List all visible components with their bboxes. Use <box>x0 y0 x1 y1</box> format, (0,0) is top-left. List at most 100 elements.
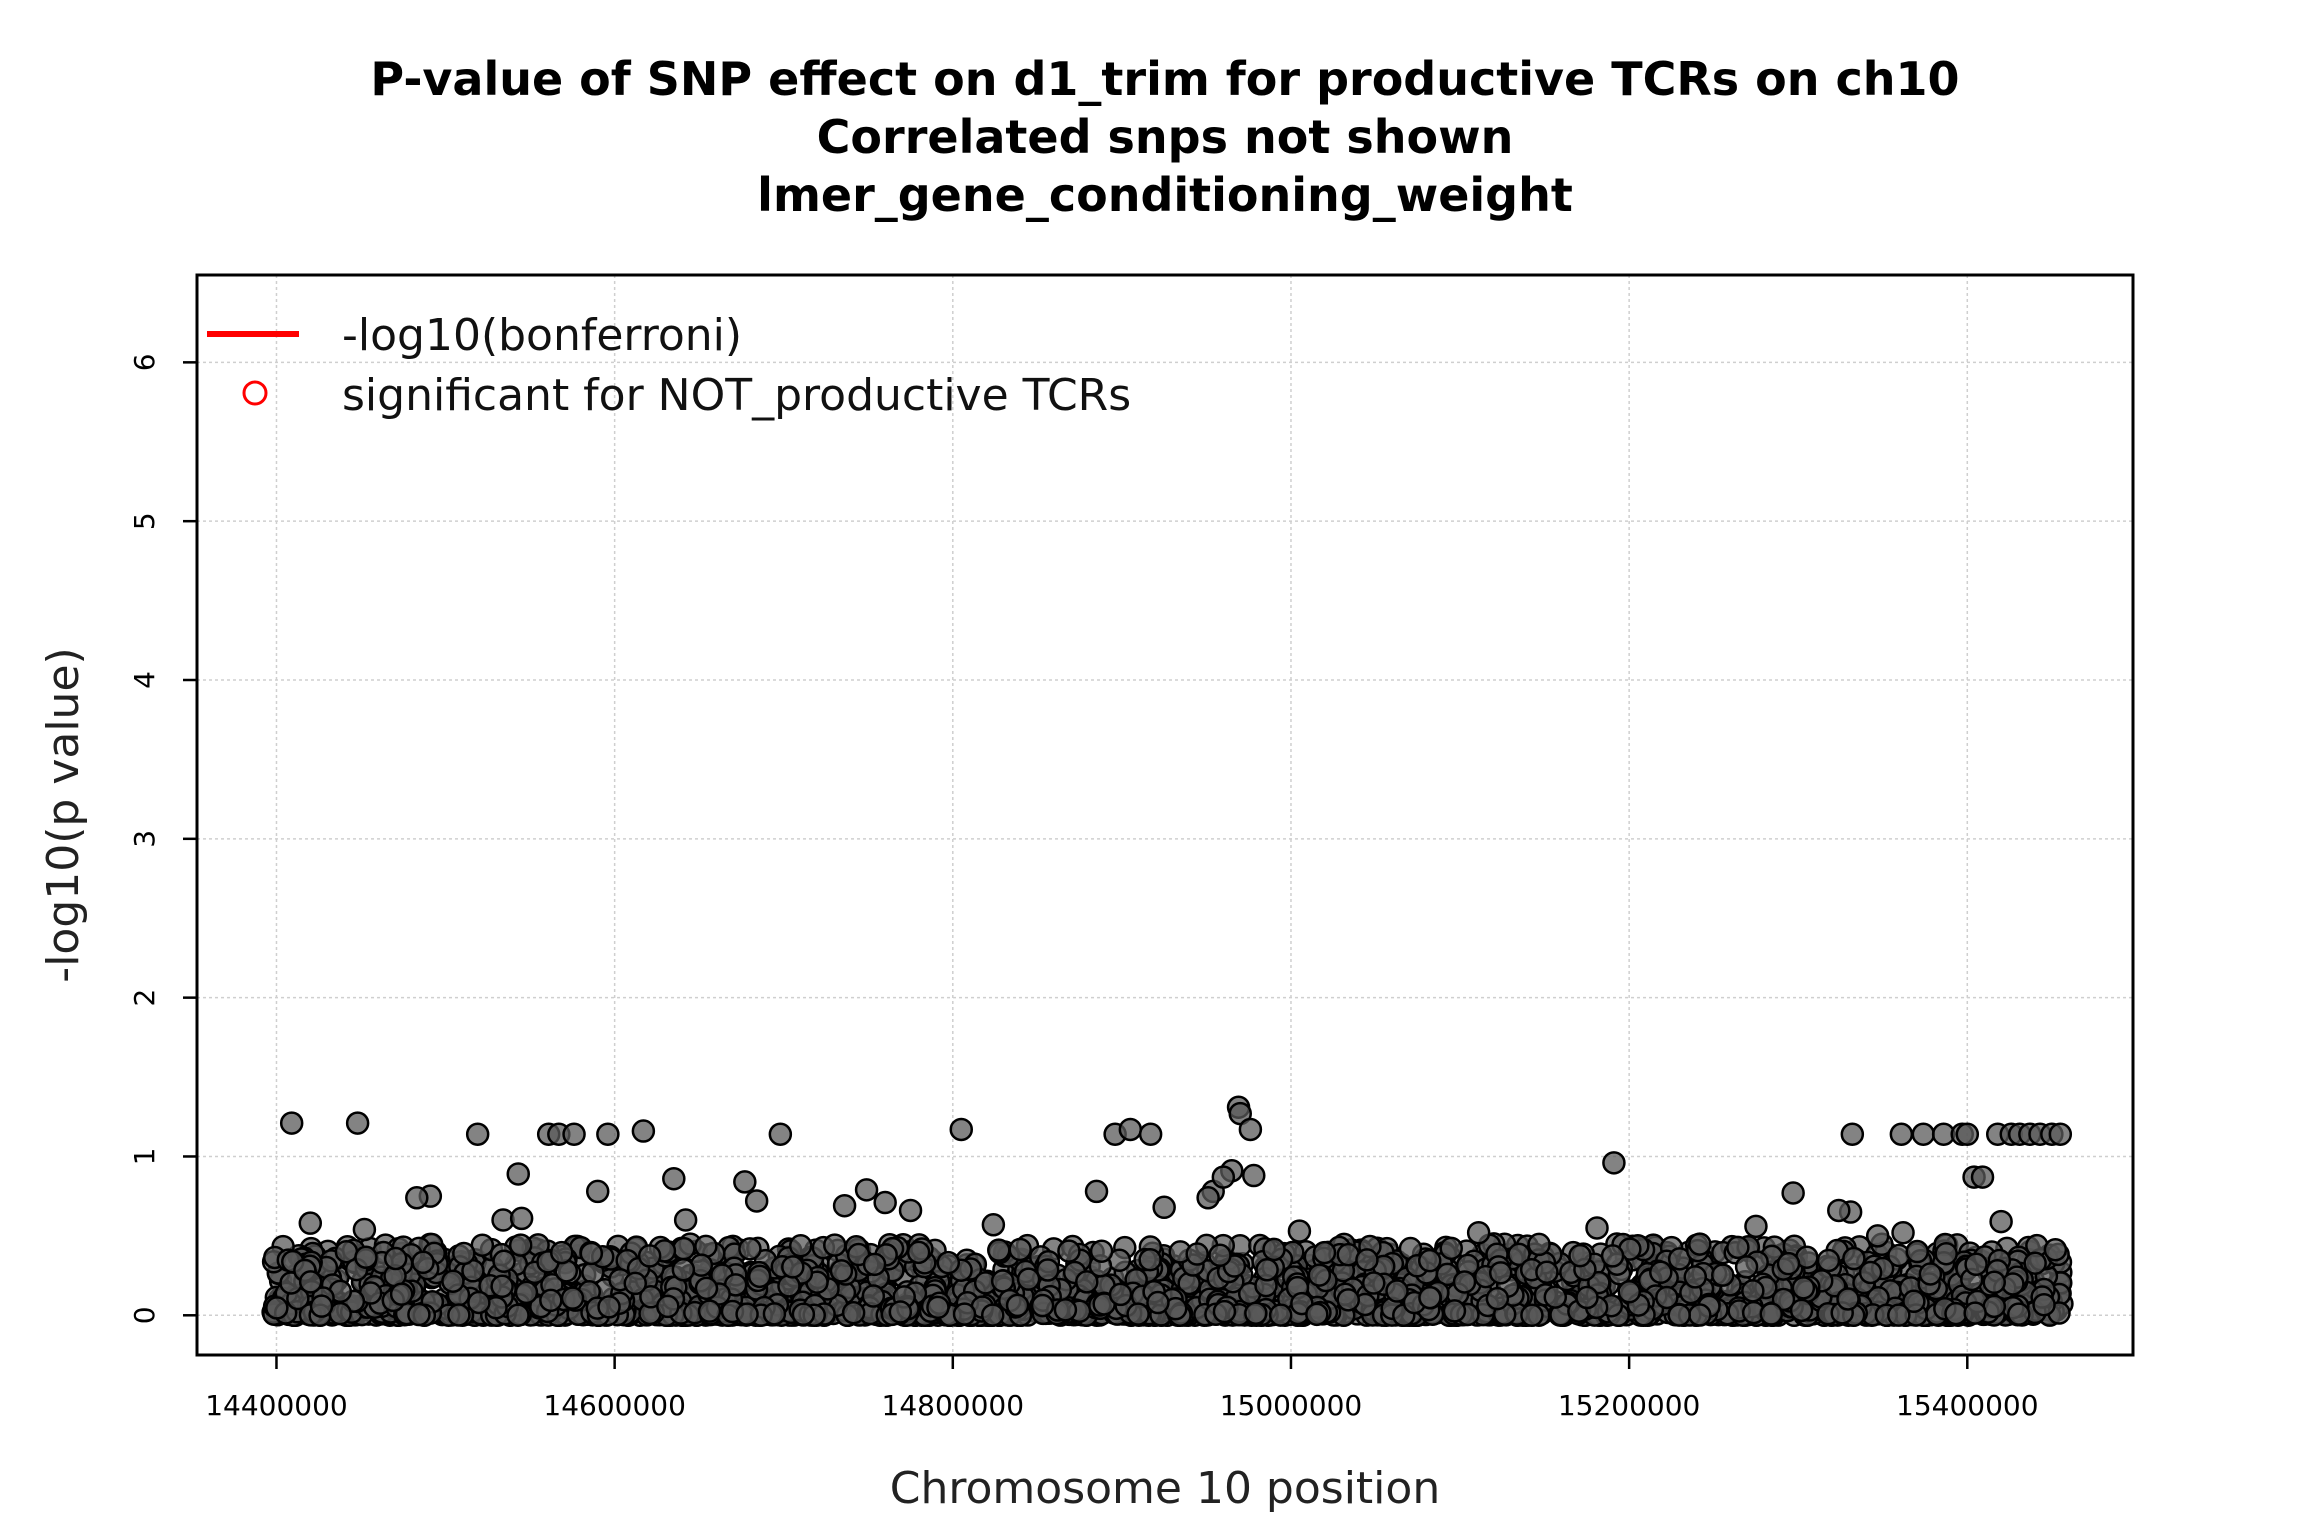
snp-point <box>1963 1301 1987 1325</box>
y-tick-label: 2 <box>128 989 161 1007</box>
snp-point <box>1208 1243 1232 1268</box>
snp-point <box>1970 1165 1995 1189</box>
snp-point <box>981 1213 1006 1237</box>
snp-point <box>1035 1258 1060 1282</box>
y-tick-label: 1 <box>128 1148 161 1166</box>
snp-point <box>383 1246 408 1271</box>
snp-point <box>1016 1267 1041 1291</box>
snp-point <box>1053 1298 1078 1322</box>
snp-point <box>1488 1261 1513 1285</box>
snp-point <box>352 1217 377 1242</box>
snp-point <box>1268 1303 1293 1327</box>
snp-point <box>1688 1232 1712 1256</box>
chart-title-line-3: lmer_gene_conditioning_weight <box>757 168 1573 222</box>
x-tick-label: 14800000 <box>882 1389 1025 1422</box>
snp-point <box>1185 1242 1209 1266</box>
snp-point <box>1152 1195 1176 1220</box>
snp-point <box>1889 1122 1914 1146</box>
snp-point <box>1307 1263 1332 1287</box>
x-tick-label: 15200000 <box>1558 1389 1701 1422</box>
snp-point <box>747 1264 772 1289</box>
snp-point <box>671 1257 696 1282</box>
snp-point <box>506 1303 530 1327</box>
snp-point <box>949 1117 974 1142</box>
snp-point <box>1982 1270 2007 1295</box>
snp-point <box>1827 1198 1851 1223</box>
snp-point <box>1535 1260 1559 1284</box>
snp-point <box>1527 1232 1551 1257</box>
snp-point <box>506 1162 531 1186</box>
snp-point <box>1485 1286 1510 1311</box>
snp-point <box>788 1234 813 1258</box>
snp-point <box>389 1282 414 1306</box>
snp-point <box>832 1193 857 1218</box>
snp-point <box>407 1302 431 1327</box>
snp-point <box>1918 1262 1943 1286</box>
snp-point <box>1255 1258 1279 1282</box>
snp-point <box>441 1269 465 1293</box>
snp-point <box>596 1122 620 1146</box>
snp-point <box>888 1300 913 1324</box>
snp-point <box>279 1111 304 1135</box>
snp-point <box>898 1198 923 1223</box>
snp-point <box>265 1296 289 1320</box>
snp-point <box>452 1241 476 1266</box>
snp-point <box>465 1122 490 1146</box>
snp-point <box>841 1300 866 1325</box>
snp-point <box>862 1252 887 1277</box>
snp-point <box>1617 1279 1642 1304</box>
snp-point <box>345 1111 370 1135</box>
snp-point <box>1212 1299 1237 1324</box>
snp-point <box>1417 1248 1442 1273</box>
snp-point <box>1840 1122 1865 1146</box>
snp-point <box>1305 1302 1329 1327</box>
snp-point <box>781 1255 805 1279</box>
snp-point <box>1667 1303 1691 1327</box>
snp-point <box>926 1295 950 1320</box>
snp-point <box>623 1271 648 1296</box>
snp-point <box>829 1259 854 1283</box>
snp-point <box>637 1244 662 1268</box>
snp-point <box>1108 1282 1133 1307</box>
data-points <box>261 1095 2074 1328</box>
y-axis: 0 1 2 3 4 5 6 <box>128 353 197 1324</box>
snp-point <box>1238 1117 1263 1142</box>
snp-point <box>873 1190 897 1215</box>
snp-point <box>1418 1285 1442 1310</box>
snp-point <box>579 1241 604 1266</box>
x-tick-label: 15000000 <box>1220 1389 1363 1422</box>
snp-point <box>1911 1122 1936 1146</box>
legend-bonferroni-label: -log10(bonferroni) <box>342 310 742 361</box>
y-tick-label: 5 <box>128 512 161 530</box>
snp-point <box>405 1186 429 1210</box>
x-tick-label: 14600000 <box>543 1389 686 1422</box>
snp-point <box>1989 1209 2013 1234</box>
snp-point <box>1982 1294 2007 1319</box>
snp-point <box>861 1284 886 1308</box>
snp-point <box>1005 1293 1030 1318</box>
x-tick-label: 15400000 <box>1896 1389 2039 1422</box>
snp-point <box>697 1299 722 1323</box>
y-tick-label: 0 <box>128 1306 161 1324</box>
snp-point <box>597 1295 621 1319</box>
snp-point <box>562 1122 586 1146</box>
y-tick-label: 3 <box>128 830 161 848</box>
snp-point <box>777 1274 801 1298</box>
snp-point <box>1262 1237 1286 1262</box>
snp-point <box>492 1249 516 1274</box>
snp-point <box>1385 1279 1409 1303</box>
snp-point <box>980 1303 1005 1327</box>
x-axis-label: Chromosome 10 position <box>890 1463 1440 1514</box>
y-axis-label: -log10(p value) <box>38 647 89 982</box>
snp-point <box>1138 1122 1163 1146</box>
snp-point <box>1439 1236 1463 1261</box>
snp-point <box>1710 1263 1735 1287</box>
snp-point <box>1466 1220 1491 1245</box>
snp-point <box>733 1170 757 1194</box>
snp-point <box>1336 1288 1361 1312</box>
x-tick-label: 14400000 <box>205 1389 348 1422</box>
plot-frame <box>195 273 2135 1357</box>
snp-point <box>1089 1239 1114 1263</box>
snp-point <box>514 1280 539 1305</box>
